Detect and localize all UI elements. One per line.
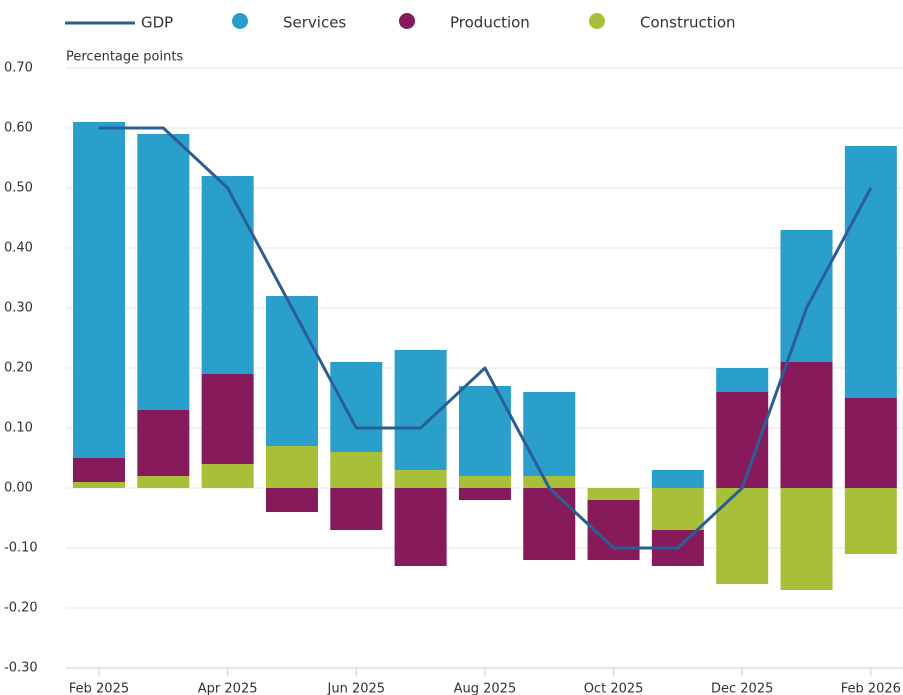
bar (523, 476, 576, 488)
bar (73, 122, 126, 458)
bar (137, 476, 190, 488)
bar (651, 470, 704, 488)
bar (265, 296, 318, 446)
bar (73, 482, 126, 488)
y-tick-label: 0.10 (4, 421, 33, 436)
legend-label: Production (450, 14, 530, 32)
y-tick-label: -0.20 (4, 601, 38, 616)
bar (780, 488, 833, 590)
legend-label: GDP (141, 14, 173, 32)
bar (844, 398, 897, 488)
bar (523, 392, 576, 476)
bar (201, 374, 254, 464)
bar (201, 464, 254, 488)
y-tick-label: 0.30 (4, 301, 33, 316)
bar (394, 470, 447, 488)
y-axis-label: Percentage points (66, 50, 183, 65)
x-tick-label: Aug 2025 (454, 682, 517, 695)
legend-label: Construction (640, 14, 736, 32)
gdp-line (99, 126, 873, 550)
x-tick-label: Apr 2025 (198, 682, 258, 695)
bar (201, 176, 254, 374)
bar (780, 230, 833, 362)
bar (844, 146, 897, 398)
legend-label: Services (283, 14, 346, 32)
y-tick-label: 0.00 (4, 481, 33, 496)
x-tick-label: Feb 2025 (69, 682, 129, 695)
bar (330, 362, 383, 452)
legend-swatch (399, 13, 415, 29)
x-tick-label: Dec 2025 (711, 682, 773, 695)
bar (330, 452, 383, 488)
x-tick-label: Feb 2026 (841, 682, 901, 695)
bar (716, 488, 769, 584)
bar (137, 134, 190, 410)
bar (458, 476, 511, 488)
y-tick-label: 0.20 (4, 361, 33, 376)
bar (73, 458, 126, 482)
bar (265, 446, 318, 488)
bar (265, 488, 318, 512)
y-tick-label: 0.70 (4, 61, 33, 76)
bar (330, 488, 383, 530)
x-tick-label: Jun 2025 (327, 682, 386, 695)
y-tick-label: -0.30 (4, 661, 38, 676)
legend-swatch (589, 13, 605, 29)
bar (137, 410, 190, 476)
bar (716, 368, 769, 392)
bar (844, 488, 897, 554)
bar (394, 488, 447, 566)
bar (651, 488, 704, 530)
bar (780, 362, 833, 488)
bar (587, 488, 640, 500)
bar (523, 488, 576, 560)
y-tick-label: 0.50 (4, 181, 33, 196)
x-tick-label: Oct 2025 (584, 682, 644, 695)
bar (458, 488, 511, 500)
y-tick-label: -0.10 (4, 541, 38, 556)
y-tick-label: 0.40 (4, 241, 33, 256)
y-tick-label: 0.60 (4, 121, 33, 136)
legend-swatch (232, 13, 248, 29)
